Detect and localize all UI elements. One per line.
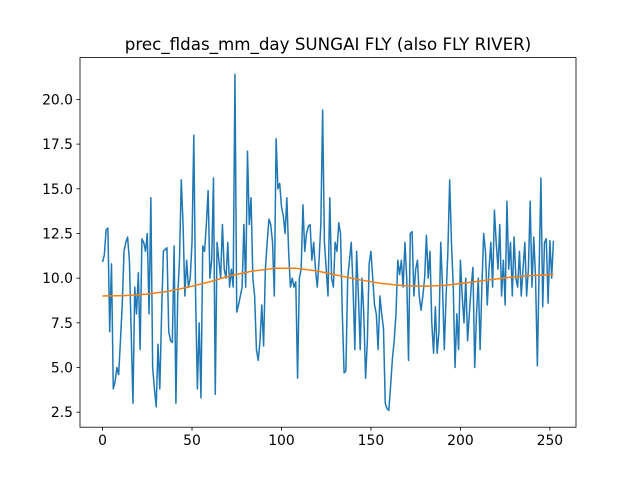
y-tick-label: 5.0 bbox=[51, 361, 73, 377]
x-tick-label: 100 bbox=[268, 433, 295, 449]
plot-frame bbox=[79, 57, 577, 428]
x-tick-label: 150 bbox=[358, 433, 385, 449]
data-line bbox=[101, 73, 555, 412]
chart-title: prec_fldas_mm_day SUNGAI FLY (also FLY R… bbox=[125, 34, 531, 55]
x-tick-label: 0 bbox=[98, 433, 107, 449]
y-tick-label: 12.5 bbox=[42, 226, 73, 242]
y-tick-label: 2.5 bbox=[51, 405, 73, 421]
x-tick-label: 200 bbox=[447, 433, 474, 449]
y-tick-label: 17.5 bbox=[42, 137, 73, 153]
x-tick-label: 50 bbox=[183, 433, 201, 449]
y-tick-label: 20.0 bbox=[42, 92, 73, 108]
y-tick-label: 15.0 bbox=[42, 182, 73, 198]
x-tick-label: 250 bbox=[537, 433, 564, 449]
y-tick-label: 10.0 bbox=[42, 271, 73, 287]
data-line bbox=[102, 267, 554, 297]
y-tick-label: 7.5 bbox=[51, 316, 73, 332]
